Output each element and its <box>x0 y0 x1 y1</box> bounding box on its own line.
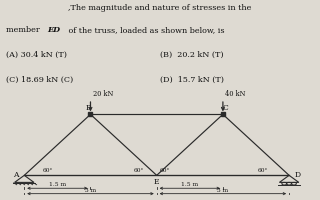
Text: of the truss, loaded as shown below, is: of the truss, loaded as shown below, is <box>66 26 224 34</box>
Text: C: C <box>222 104 228 112</box>
Text: 3 m: 3 m <box>217 188 228 193</box>
Text: (D)  15.7 kN (T): (D) 15.7 kN (T) <box>160 75 224 83</box>
Text: 3 m: 3 m <box>85 188 96 193</box>
Text: (B)  20.2 kN (T): (B) 20.2 kN (T) <box>160 51 224 59</box>
Text: E: E <box>154 178 159 186</box>
Text: member: member <box>6 26 43 34</box>
Text: (C) 18.69 kN (C): (C) 18.69 kN (C) <box>6 75 74 83</box>
Text: 60°: 60° <box>257 168 268 173</box>
Text: ED: ED <box>47 26 60 34</box>
Text: 1.5 m: 1.5 m <box>49 182 66 187</box>
Text: 60°: 60° <box>159 168 170 173</box>
Text: ,The magnitude and nature of stresses in the: ,The magnitude and nature of stresses in… <box>68 4 252 12</box>
Text: 20 kN: 20 kN <box>93 90 113 98</box>
Text: B: B <box>85 104 91 112</box>
Text: 1.5 m: 1.5 m <box>181 182 198 187</box>
Text: 60°: 60° <box>134 168 144 173</box>
Text: 40 kN: 40 kN <box>225 90 246 98</box>
Text: (A) 30.4 kN (T): (A) 30.4 kN (T) <box>6 51 68 59</box>
Text: 60°: 60° <box>43 168 53 173</box>
Text: A: A <box>13 171 19 179</box>
Text: D: D <box>294 171 300 179</box>
